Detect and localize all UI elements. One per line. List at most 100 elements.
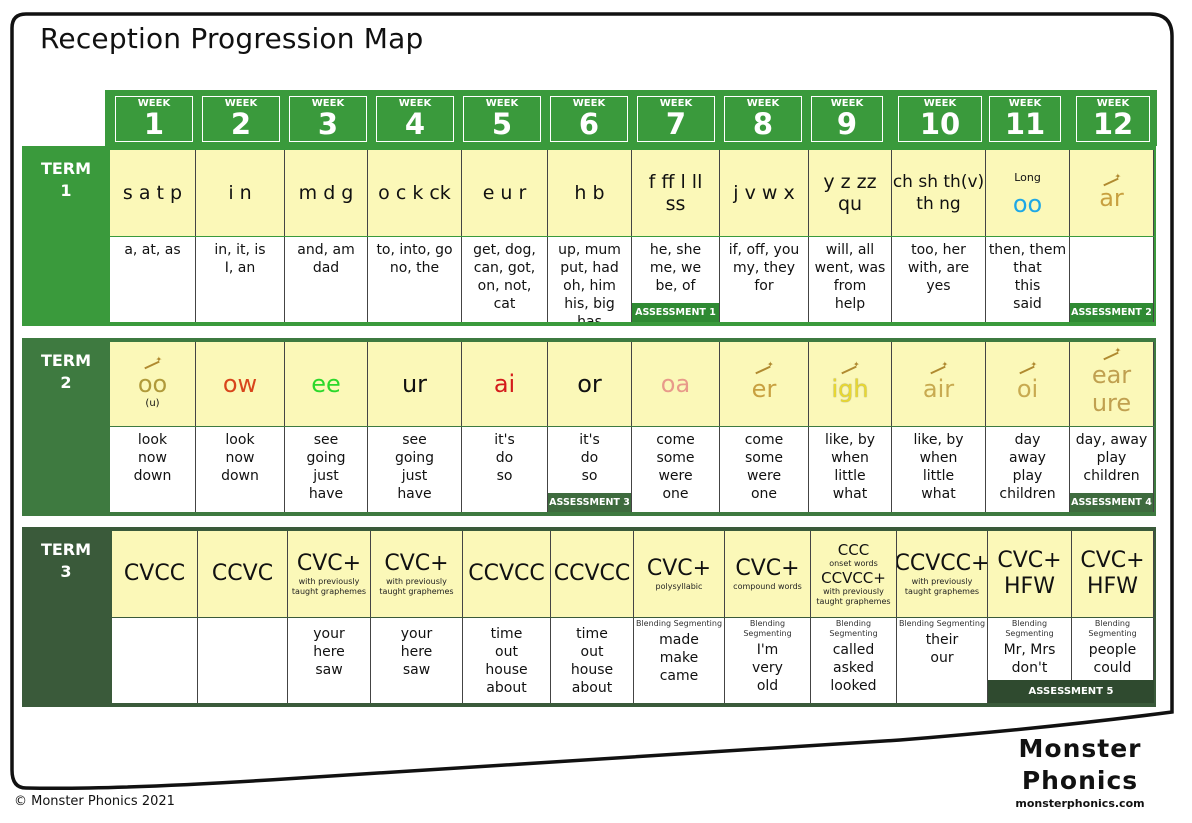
grapheme-text: ee bbox=[311, 370, 341, 398]
week-header-bar: WEEK 1 WEEK 2 WEEK 3 WEEK 4 WEEK 5 WEEK 6 WEEK 7 WEEK 8… bbox=[105, 90, 1157, 146]
week-label: WEEK bbox=[923, 98, 957, 109]
term1-grapheme-cell: h b bbox=[548, 150, 632, 236]
term3-word-cell: your here saw bbox=[288, 618, 371, 703]
word-list: up, mum put, had oh, him his, big has bbox=[558, 242, 621, 322]
blending-segmenting-label: Blending Segmenting bbox=[1005, 619, 1054, 638]
week-number: 4 bbox=[404, 107, 426, 141]
week-number: 7 bbox=[665, 107, 687, 141]
pattern-text: CCVCC+ bbox=[897, 551, 988, 576]
term3-word-cell: Blending Segmenting called asked looked bbox=[811, 618, 897, 703]
term2-grapheme-cell: er bbox=[720, 342, 809, 426]
term2-word-cell: like, by when little what bbox=[892, 427, 986, 512]
word-list: day, away play children bbox=[1075, 432, 1148, 484]
pattern-text: CVC+ bbox=[646, 556, 712, 581]
word-list: I'm very old bbox=[752, 642, 783, 694]
word-list: time out house about bbox=[485, 626, 528, 696]
term-label: TERM 3 bbox=[22, 527, 110, 583]
term3-word-cell: time out house about bbox=[551, 618, 634, 703]
term1-word-cell: and, am dad bbox=[285, 237, 368, 322]
blending-segmenting-label: Blending Segmenting bbox=[829, 619, 878, 638]
wand-icon bbox=[142, 355, 164, 370]
week-box-8: WEEK 8 bbox=[724, 96, 802, 142]
week-number: 5 bbox=[491, 107, 513, 141]
grapheme-text: oo bbox=[137, 369, 168, 398]
pattern-text: CCC bbox=[837, 541, 870, 559]
word-list: see going just have bbox=[306, 432, 346, 502]
pattern-subnote: with previously taught graphemes bbox=[816, 587, 891, 606]
term3-word-cell bbox=[112, 618, 198, 703]
term3-word-cell: Blending Segmenting their our bbox=[897, 618, 988, 703]
grapheme-text: y z zz qu bbox=[823, 171, 877, 215]
term-label-number: 2 bbox=[60, 373, 72, 392]
week-label: WEEK bbox=[485, 98, 519, 109]
term-label-number: 1 bbox=[60, 181, 72, 200]
term2-word-cell: see going just have bbox=[285, 427, 368, 512]
term2-grapheme-cell: ear ure bbox=[1070, 342, 1154, 426]
word-list: look now down bbox=[133, 432, 172, 484]
pattern-secondary: CCVCC+ bbox=[821, 569, 886, 587]
wand-icon bbox=[1101, 172, 1123, 187]
term2-word-cell: it's do so bbox=[462, 427, 548, 512]
word-list: see going just have bbox=[394, 432, 435, 502]
term2-grapheme-cell: ur bbox=[368, 342, 462, 426]
term3-word-cell: Blending Segmenting Mr, Mrs don't bbox=[988, 618, 1072, 680]
term1-grapheme-cell: LongooLong oo bbox=[986, 150, 1070, 236]
pattern-text: CVC+ bbox=[296, 551, 362, 576]
pattern-subnote: compound words bbox=[733, 582, 802, 591]
wand-icon bbox=[753, 360, 775, 375]
word-list: it's do so bbox=[579, 432, 600, 484]
week-box-9: WEEK 9 bbox=[811, 96, 883, 142]
term1-word-cell: in, it, is I, an bbox=[196, 237, 285, 322]
copyright-footer: © Monster Phonics 2021 bbox=[14, 794, 175, 809]
term1-grapheme-cell: j v w x bbox=[720, 150, 809, 236]
word-list: will, all went, was from help bbox=[814, 242, 886, 312]
word-list: if, off, you my, they for bbox=[728, 242, 800, 294]
week-number: 9 bbox=[836, 107, 858, 141]
week-label: WEEK bbox=[659, 98, 693, 109]
term1-word-cell: get, dog, can, got, on, not, cat bbox=[462, 237, 548, 322]
pattern-text: CVC+ HFW bbox=[1080, 548, 1145, 599]
term-label: TERM 1 bbox=[22, 146, 110, 202]
term3-pattern-cell: CVC+ HFW bbox=[988, 531, 1072, 617]
word-list: people could bbox=[1088, 642, 1137, 676]
grapheme-text: er bbox=[751, 375, 777, 403]
page-title: Reception Progression Map bbox=[40, 22, 424, 55]
word-list: Mr, Mrs don't bbox=[1003, 642, 1056, 676]
week-box-4: WEEK 4 bbox=[376, 96, 454, 142]
word-list: their our bbox=[925, 632, 959, 666]
blending-segmenting-label: Blending Segmenting bbox=[743, 619, 792, 638]
term1-grapheme-cell: e u r bbox=[462, 150, 548, 236]
word-list: then, them that this said bbox=[988, 242, 1067, 312]
pattern-subnote: with previously taught graphemes bbox=[379, 577, 454, 596]
term3-pattern-cell: CVC+ with previously taught graphemes bbox=[371, 531, 463, 617]
word-list: come some were one bbox=[656, 432, 695, 502]
assessment-banner: ASSESSMENT 1 bbox=[632, 303, 719, 322]
week-box-10: WEEK 10 bbox=[898, 96, 982, 142]
term2-grapheme-cell: oo(u) bbox=[110, 342, 196, 426]
term2-word-cell: come some were one bbox=[720, 427, 809, 512]
term3-word-cell: Blending Segmenting people could bbox=[1072, 618, 1154, 680]
term3-word-cell: Blending Segmenting made make came bbox=[634, 618, 725, 703]
wand-icon bbox=[1017, 360, 1039, 375]
term-label-number: 3 bbox=[60, 562, 72, 581]
word-list: to, into, go no, the bbox=[376, 242, 453, 276]
term2-word-cell: like, by when little what bbox=[809, 427, 892, 512]
pattern-subnote: polysyllabic bbox=[655, 582, 703, 591]
term3-word-cell bbox=[198, 618, 288, 703]
logo-line2: Phonics bbox=[1021, 766, 1139, 795]
blending-segmenting-label: Blending Segmenting bbox=[898, 619, 986, 628]
word-list: get, dog, can, got, on, not, cat bbox=[473, 242, 536, 312]
word-list: time out house about bbox=[570, 626, 614, 696]
term2-grapheme-cell: igh bbox=[809, 342, 892, 426]
word-list: look now down bbox=[221, 432, 259, 484]
word-list: he, she me, we be, of bbox=[649, 242, 702, 294]
term1-grapheme-cell: ch sh th(v) th ng bbox=[892, 150, 986, 236]
grapheme-text: or bbox=[577, 370, 602, 398]
term1-word-cell: ASSESSMENT 2 bbox=[1070, 237, 1154, 322]
term2-word-cell: look now down bbox=[196, 427, 285, 512]
term2-word-cell: day, away play children ASSESSMENT 4 bbox=[1070, 427, 1154, 512]
word-list: like, by when little what bbox=[913, 432, 964, 502]
term-label: TERM 2 bbox=[22, 338, 110, 394]
assessment-banner: ASSESSMENT 3 bbox=[548, 493, 631, 512]
term2-grapheme-cell: oi bbox=[986, 342, 1070, 426]
